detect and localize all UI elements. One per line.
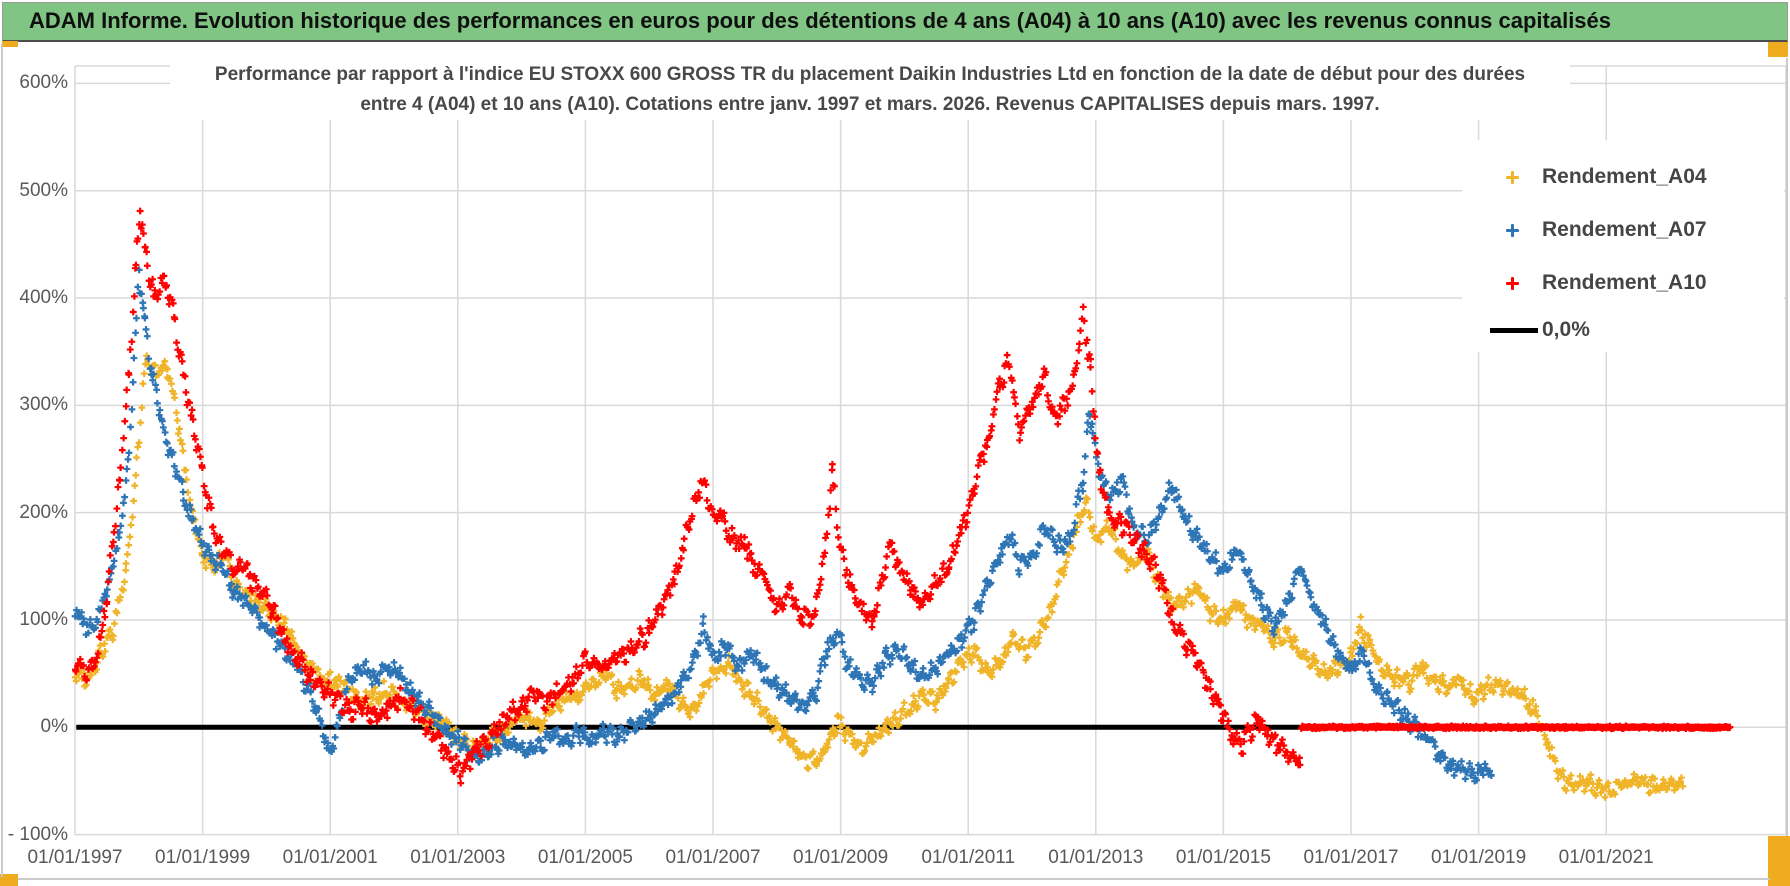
x-tick-label: 01/01/2011 (921, 847, 1016, 868)
plus-marker-icon (1506, 277, 1519, 290)
chart-title-line2: entre 4 (A04) et 10 ans (A10). Cotations… (360, 94, 1380, 115)
legend-item-rendement-a04: Rendement_A04 (1462, 164, 1784, 190)
legend-label: Rendement_A04 (1542, 165, 1707, 188)
chart-title-line1: Performance par rapport à l'indice EU ST… (214, 64, 1526, 85)
x-tick-label: 01/01/2009 (793, 847, 889, 868)
y-tick-label: 0% (40, 716, 68, 738)
legend-item-rendement-a07: Rendement_A07 (1462, 217, 1784, 243)
y-tick-label: 600% (19, 72, 68, 94)
slide-bottom-border (18, 878, 1770, 880)
x-tick-label: 01/01/2015 (1175, 847, 1271, 868)
y-tick-label: 300% (19, 394, 68, 416)
x-tick-label: 01/01/2019 (1431, 847, 1527, 868)
x-tick-label: 01/01/1997 (27, 847, 123, 868)
y-tick-label: 400% (19, 287, 68, 309)
gold-accent-top-left (2, 41, 18, 47)
gold-accent-top-right (1768, 42, 1788, 57)
chart-legend: Rendement_A04 Rendement_A07 Rendement_A1… (1462, 140, 1784, 352)
report-header-bar: ADAM Informe. Evolution historique des p… (2, 2, 1788, 42)
y-tick-label: 500% (19, 179, 68, 201)
x-tick-label: 01/01/1999 (155, 847, 251, 868)
plus-marker-icon (1506, 171, 1519, 184)
legend-item-zero-line: 0,0% (1462, 317, 1784, 343)
slide-right-border (1786, 58, 1788, 836)
x-tick-label: 01/01/2013 (1048, 847, 1144, 868)
y-tick-label: - 100% (7, 823, 68, 845)
report-title: ADAM Informe. Evolution historique des p… (29, 8, 1612, 33)
x-tick-label: 01/01/2017 (1303, 847, 1399, 868)
gold-accent-bottom-right (1768, 836, 1790, 886)
chart-title: Performance par rapport à l'indice EU ST… (170, 60, 1570, 120)
legend-label: 0,0% (1542, 318, 1590, 341)
x-tick-label: 01/01/2007 (665, 847, 761, 868)
y-tick-label: 200% (19, 501, 68, 523)
x-tick-label: 01/01/2003 (410, 847, 506, 868)
slide-left-border (1, 44, 3, 877)
legend-label: Rendement_A07 (1542, 218, 1707, 241)
y-tick-label: 100% (19, 608, 68, 630)
gold-accent-bottom-left (0, 874, 18, 886)
x-tick-label: 01/01/2001 (282, 847, 378, 868)
plus-marker-icon (1506, 224, 1519, 237)
legend-label: Rendement_A10 (1542, 271, 1707, 294)
x-tick-label: 01/01/2005 (537, 847, 633, 868)
black-line-icon (1490, 328, 1538, 333)
x-tick-label: 01/01/2021 (1558, 847, 1654, 868)
legend-item-rendement-a10: Rendement_A10 (1462, 270, 1784, 296)
